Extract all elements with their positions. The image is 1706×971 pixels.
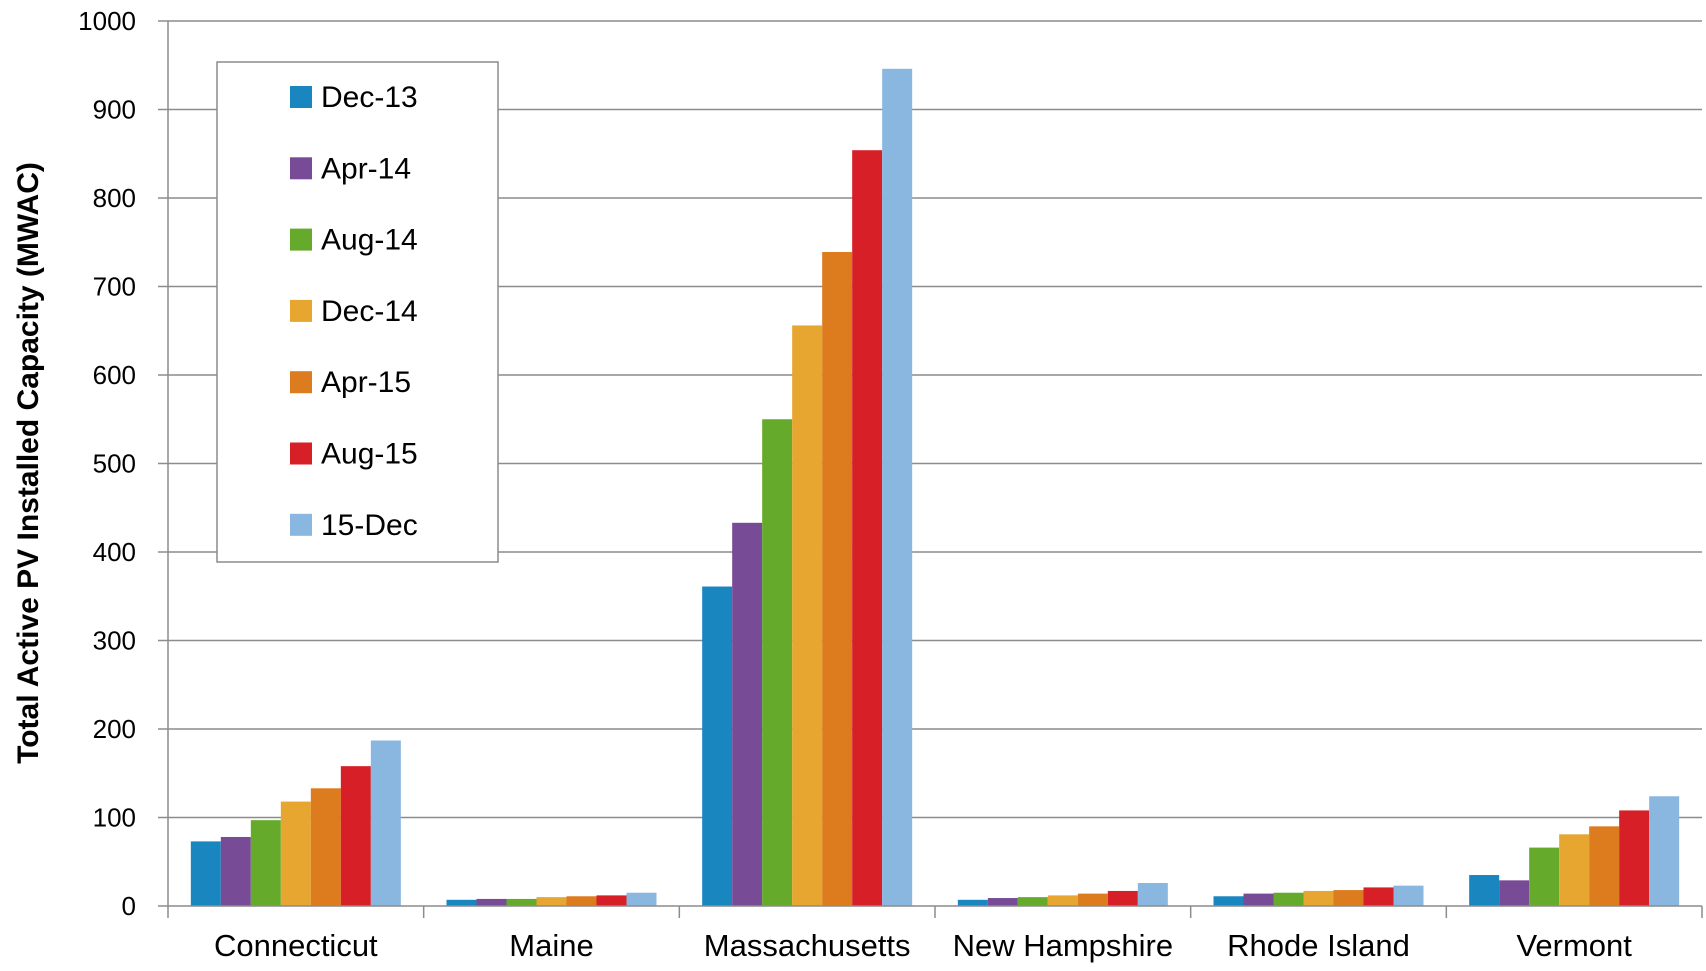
y-tick-label: 1000 (78, 6, 136, 36)
legend-box (216, 61, 499, 563)
legend-swatch (290, 513, 312, 536)
bar-new-hampshire-apr-14 (987, 898, 1018, 906)
y-tick-label: 300 (93, 626, 136, 656)
bar-connecticut-dec-13 (190, 841, 221, 906)
bar-new-hampshire-dec-13 (957, 899, 988, 906)
bar-rhode-island-apr-14 (1243, 893, 1274, 906)
bar-vermont-aug-15 (1619, 810, 1650, 906)
x-category-label: Vermont (1516, 928, 1632, 963)
bar-connecticut-aug-15 (340, 766, 371, 906)
bar-maine-apr-15 (566, 896, 597, 906)
bar-vermont-apr-15 (1589, 826, 1620, 906)
axes (158, 20, 1703, 918)
legend-label: Dec-14 (321, 295, 418, 328)
x-category-label: New Hampshire (953, 928, 1174, 963)
legend-label: 15-Dec (321, 509, 418, 542)
bar-connecticut-aug-14 (250, 820, 281, 906)
bar-maine-aug-14 (506, 898, 537, 906)
legend-swatch (290, 371, 312, 394)
bar-massachusetts-aug-15 (852, 150, 883, 906)
legend: Dec-13 Apr-14 Aug-14 Dec-14 Apr-15 Aug-15 15-D… (216, 61, 499, 563)
bar-vermont-dec-14 (1559, 834, 1590, 906)
bar-vermont-apr-14 (1499, 880, 1530, 906)
y-tick-label: 0 (122, 891, 136, 921)
legend-swatch (290, 157, 312, 180)
y-tick-label: 700 (93, 272, 136, 302)
bar-rhode-island-dec-14 (1303, 890, 1334, 906)
bar-vermont-dec-13 (1469, 875, 1500, 906)
bar-maine-aug-15 (596, 895, 627, 906)
legend-swatch (290, 442, 312, 465)
bar-new-hampshire-aug-14 (1017, 897, 1048, 906)
bar-massachusetts-apr-14 (732, 522, 763, 906)
bar-maine-15-dec (626, 892, 657, 906)
legend-label: Aug-14 (321, 224, 418, 257)
y-tick-label: 800 (93, 183, 136, 213)
bar-vermont-aug-14 (1529, 847, 1560, 906)
y-tick-label: 900 (93, 95, 136, 125)
y-tick-label: 400 (93, 537, 136, 567)
bar-massachusetts-aug-14 (762, 419, 793, 906)
bar-rhode-island-dec-13 (1213, 896, 1244, 906)
bar-rhode-island-15-dec (1393, 885, 1424, 906)
bar-maine-apr-14 (476, 898, 507, 906)
bar-connecticut-dec-14 (280, 801, 311, 906)
bar-rhode-island-apr-15 (1333, 890, 1364, 906)
x-category-label: Maine (509, 928, 593, 963)
legend-label: Aug-15 (321, 438, 418, 471)
x-category-label: Connecticut (214, 928, 378, 963)
bar-massachusetts-apr-15 (822, 251, 853, 907)
y-axis-label: Total Active PV Installed Capacity (MWAC… (12, 162, 45, 764)
bar-rhode-island-aug-14 (1273, 892, 1304, 906)
legend-swatch (290, 228, 312, 251)
bar-massachusetts-15-dec (882, 68, 913, 907)
y-tick-label: 500 (93, 449, 136, 479)
bar-maine-dec-14 (536, 897, 567, 906)
y-tick-labels: 0 100 200 300 400 500 600 700 800 900 1000 (78, 6, 136, 921)
legend-swatch (290, 86, 312, 108)
bars (190, 68, 1680, 907)
x-category-labels: Connecticut Maine Massachusetts New Hampshi… (214, 928, 1632, 963)
x-category-label: Massachusetts (704, 928, 911, 963)
x-category-label: Rhode Island (1227, 928, 1410, 963)
legend-swatch (290, 299, 312, 322)
bar-new-hampshire-aug-15 (1107, 890, 1138, 906)
bar-rhode-island-aug-15 (1363, 887, 1394, 906)
bar-connecticut-15-dec (370, 740, 401, 906)
bar-new-hampshire-15-dec (1137, 882, 1168, 906)
bar-vermont-15-dec (1649, 796, 1680, 906)
y-tick-label: 600 (93, 360, 136, 390)
bar-new-hampshire-dec-14 (1047, 895, 1078, 906)
y-tick-label: 200 (93, 714, 136, 744)
y-tick-label: 100 (93, 803, 136, 833)
legend-label: Apr-15 (321, 366, 411, 399)
bar-massachusetts-dec-13 (702, 586, 733, 906)
bar-new-hampshire-apr-15 (1077, 893, 1108, 906)
legend-label: Apr-14 (321, 152, 411, 185)
bar-connecticut-apr-15 (310, 788, 341, 906)
bar-connecticut-apr-14 (220, 836, 251, 906)
legend-label: Dec-13 (321, 81, 418, 114)
bar-maine-dec-13 (446, 899, 477, 906)
bar-massachusetts-dec-14 (792, 325, 823, 906)
